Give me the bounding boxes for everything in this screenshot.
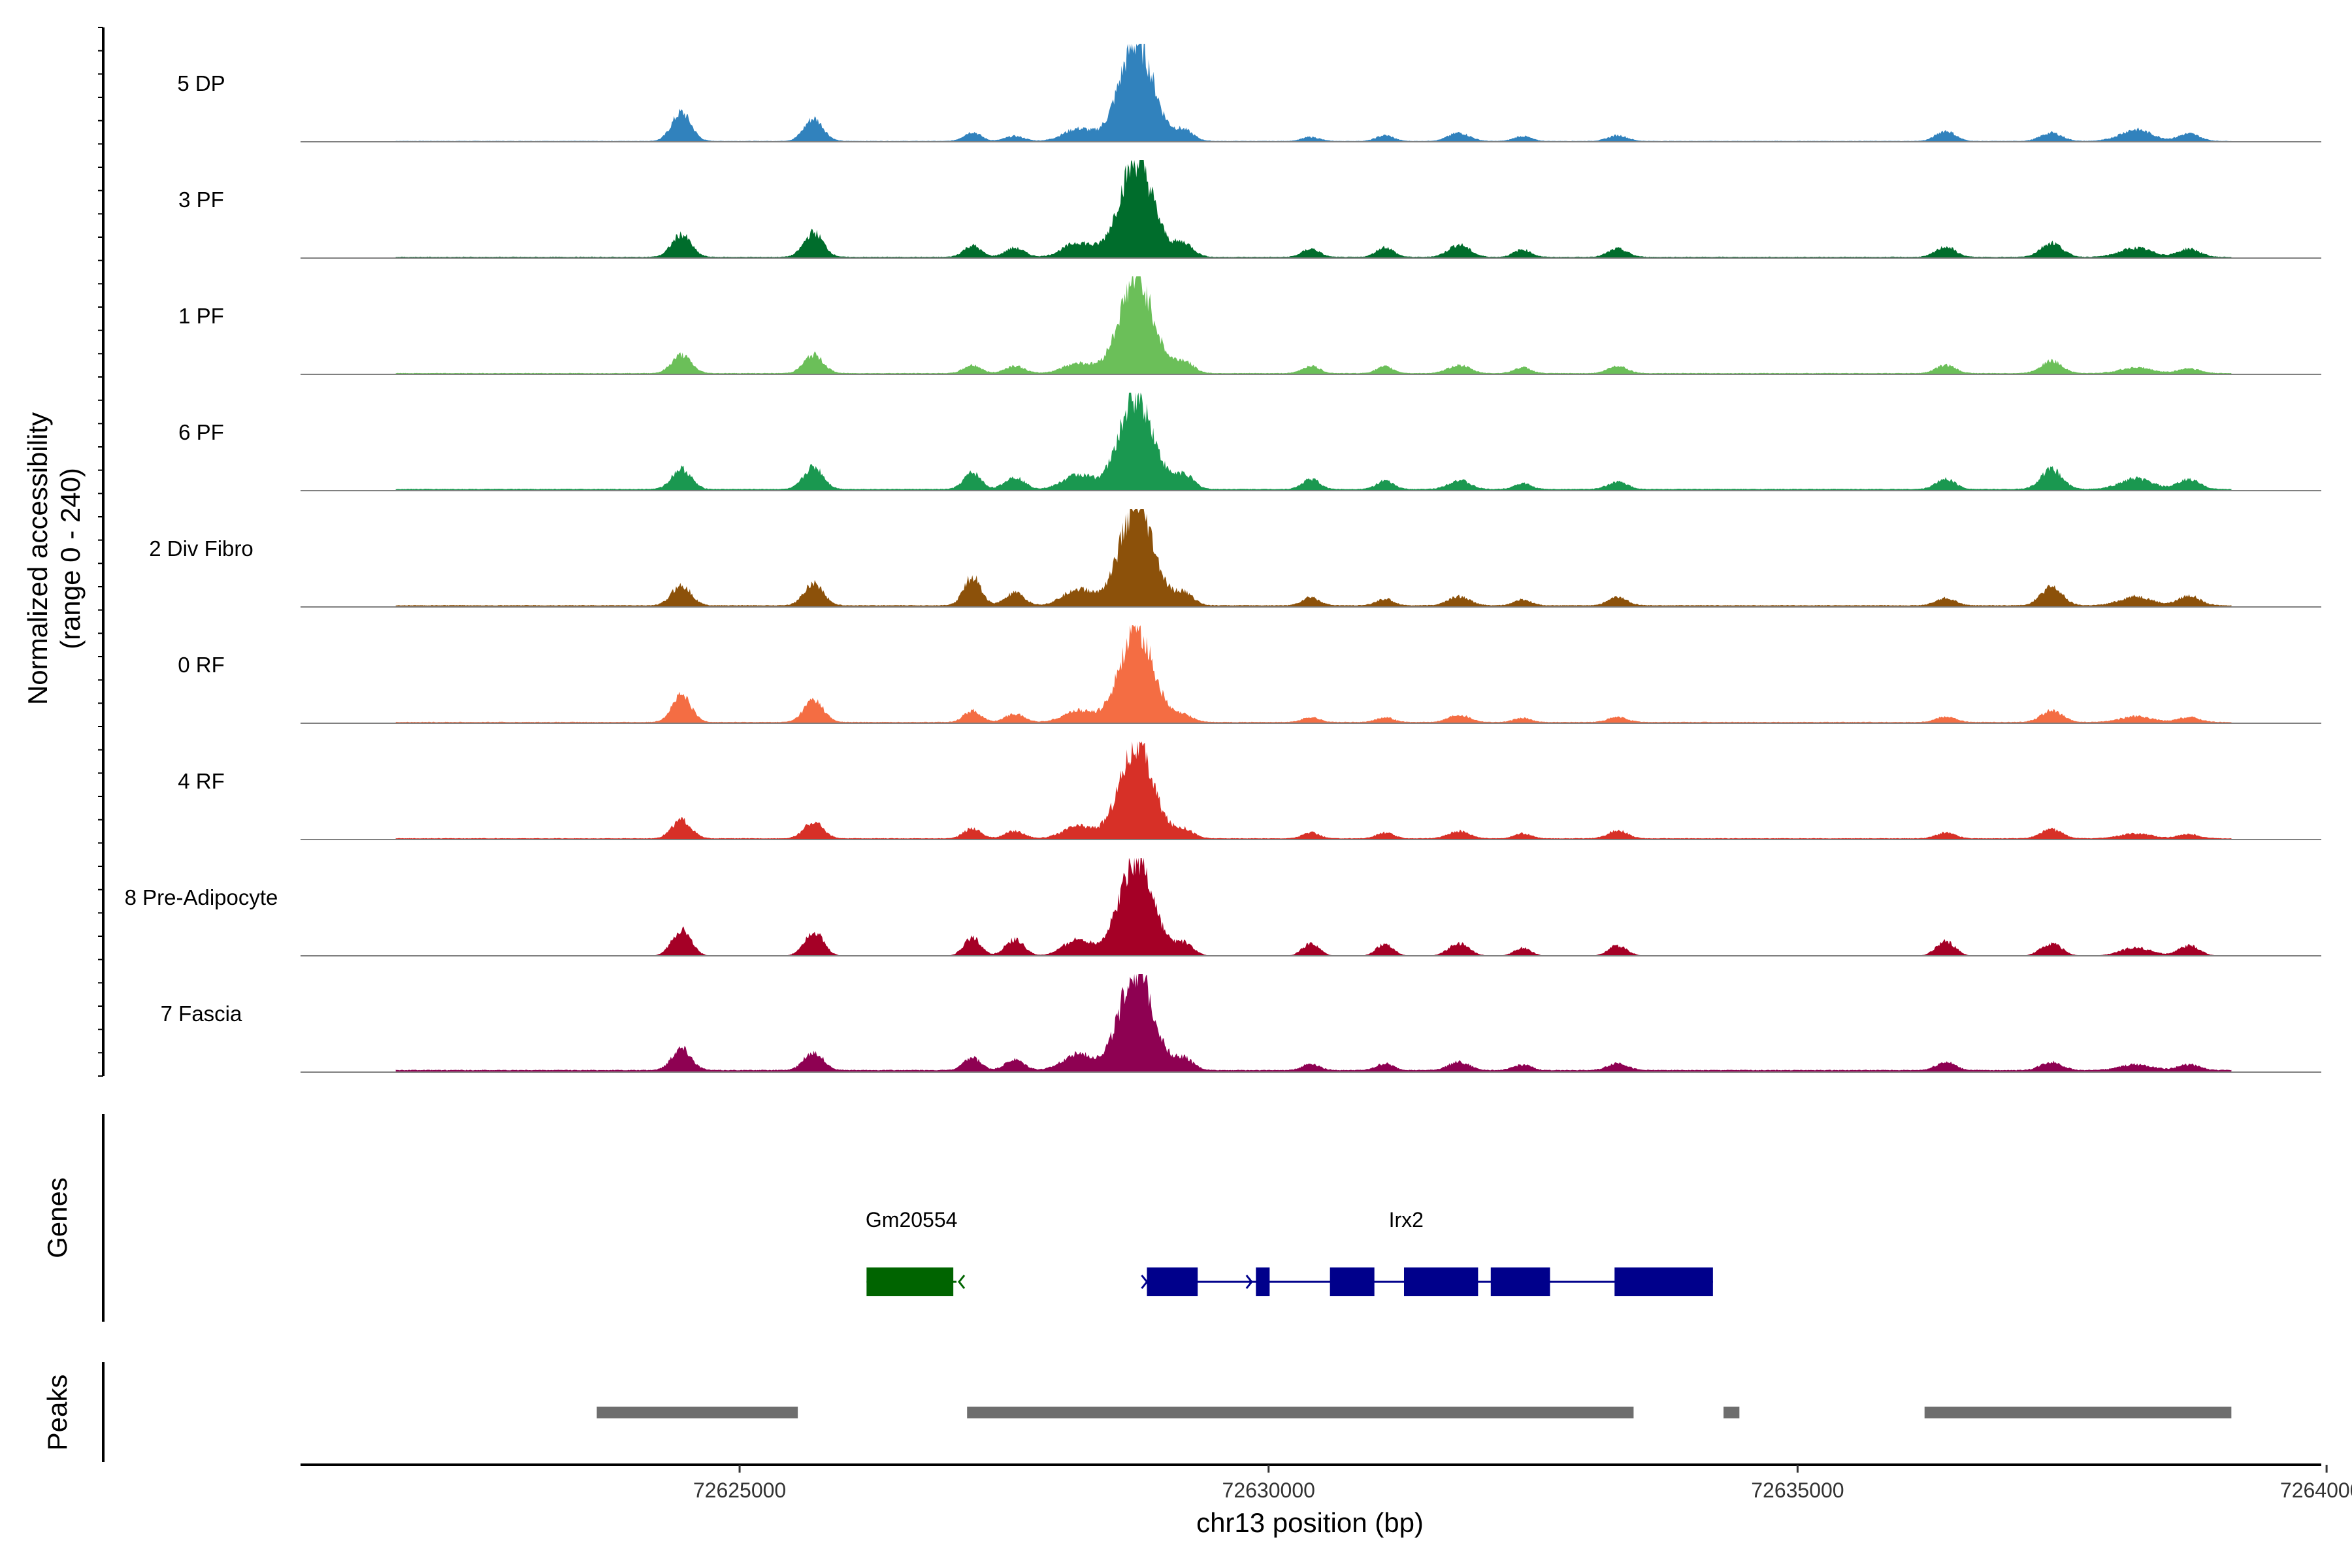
coverage-track: 0 RF [178, 625, 2321, 724]
coverage-track: 8 Pre-Adipocyte [125, 858, 2321, 956]
x-axis-ticks: 72625000 72630000 72635000 72640000 [693, 1465, 2352, 1502]
coverage-track: 5 DP [177, 44, 2321, 142]
gene-model: Gm20554 [866, 1208, 966, 1296]
track-label: 2 Div Fibro [149, 536, 253, 561]
peak-region [596, 1407, 798, 1418]
gene-exon [1147, 1267, 1198, 1296]
gene-label: Irx2 [1389, 1208, 1424, 1232]
peaks-panel-title: Peaks [42, 1375, 73, 1451]
gene-strand-arrow [958, 1275, 966, 1289]
track-label: 1 PF [178, 304, 224, 328]
track-label: 8 Pre-Adipocyte [125, 885, 278, 909]
gene-label: Gm20554 [866, 1208, 958, 1232]
x-tick-label: 72630000 [1222, 1478, 1315, 1502]
coverage-track: 2 Div Fibro [149, 509, 2321, 608]
coverage-area [395, 393, 2232, 491]
genes-panel-title: Genes [42, 1177, 73, 1258]
coverage-track: 3 PF [178, 160, 2321, 259]
track-label: 7 Fascia [161, 1002, 242, 1026]
y-axis-range-label: (range 0 - 240) [55, 468, 86, 649]
coverage-area [395, 742, 2232, 840]
y-axis-title: Normalized accessibility [22, 412, 53, 705]
coverage-area [395, 276, 2232, 374]
x-axis-title: chr13 position (bp) [1196, 1507, 1424, 1538]
coverage-track: 7 Fascia [161, 974, 2321, 1073]
track-label: 5 DP [177, 71, 225, 95]
gene-exon [866, 1267, 954, 1296]
genes-panel: Gm20554 Irx2 [866, 1208, 1713, 1296]
gene-strand-arrow [1245, 1275, 1253, 1289]
peak-region [1924, 1407, 2232, 1418]
track-label: 3 PF [178, 188, 224, 212]
peaks-panel [596, 1407, 2232, 1418]
peak-region [967, 1407, 1634, 1418]
coverage-track: 4 RF [178, 742, 2321, 840]
track-label: 0 RF [178, 653, 225, 677]
gene-strand-arrow [1524, 1275, 1531, 1289]
x-tick-label: 72640000 [2280, 1478, 2352, 1502]
coverage-area [395, 858, 2232, 956]
peak-region [1723, 1407, 1740, 1418]
coverage-track: 1 PF [178, 276, 2321, 375]
gene-exon [1256, 1267, 1270, 1296]
gene-exon [1614, 1267, 1713, 1296]
gene-model: Irx2 [1141, 1208, 1713, 1296]
coverage-y-ticks [98, 27, 103, 1077]
gene-exon [1404, 1267, 1478, 1296]
coverage-area [395, 625, 2232, 723]
coverage-area [395, 974, 2232, 1072]
gene-strand-arrow [1141, 1275, 1149, 1289]
gene-exon [1330, 1267, 1375, 1296]
track-label: 6 PF [178, 420, 224, 444]
coverage-tracks: 5 DP 3 PF 1 PF 6 PF 2 Div Fibro 0 RF 4 RF 8 Pre… [125, 44, 2321, 1073]
coverage-area [395, 160, 2232, 258]
coverage-area [395, 509, 2232, 607]
track-label: 4 RF [178, 769, 225, 793]
coverage-area [395, 44, 2232, 142]
coverage-track: 6 PF [178, 393, 2321, 491]
x-tick-label: 72625000 [693, 1478, 786, 1502]
gene-exon [1490, 1267, 1550, 1296]
x-tick-label: 72635000 [1751, 1478, 1844, 1502]
